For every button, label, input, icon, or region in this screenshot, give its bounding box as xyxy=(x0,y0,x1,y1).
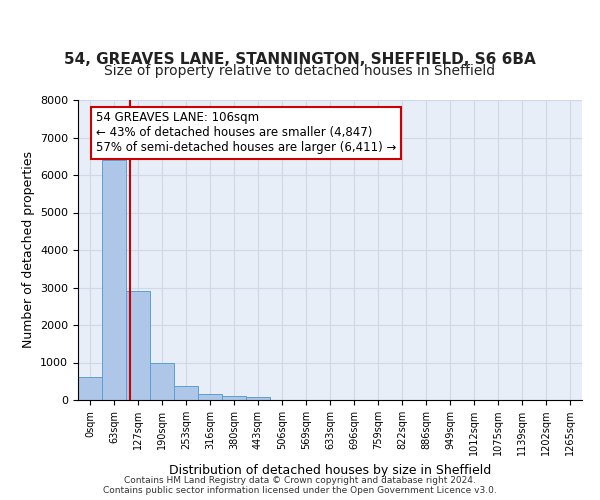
Bar xyxy=(222,396,246,400)
Bar xyxy=(150,362,174,400)
Bar xyxy=(174,386,198,400)
Bar xyxy=(126,291,150,400)
Bar xyxy=(246,397,270,400)
Text: Size of property relative to detached houses in Sheffield: Size of property relative to detached ho… xyxy=(104,64,496,78)
Text: Contains HM Land Registry data © Crown copyright and database right 2024.
Contai: Contains HM Land Registry data © Crown c… xyxy=(103,476,497,495)
Text: 54 GREAVES LANE: 106sqm
← 43% of detached houses are smaller (4,847)
57% of semi: 54 GREAVES LANE: 106sqm ← 43% of detache… xyxy=(96,112,397,154)
Bar xyxy=(198,394,222,400)
Bar xyxy=(102,160,126,400)
Y-axis label: Number of detached properties: Number of detached properties xyxy=(22,152,35,348)
Bar xyxy=(78,377,102,400)
X-axis label: Distribution of detached houses by size in Sheffield: Distribution of detached houses by size … xyxy=(169,464,491,476)
Text: 54, GREAVES LANE, STANNINGTON, SHEFFIELD, S6 6BA: 54, GREAVES LANE, STANNINGTON, SHEFFIELD… xyxy=(64,52,536,68)
